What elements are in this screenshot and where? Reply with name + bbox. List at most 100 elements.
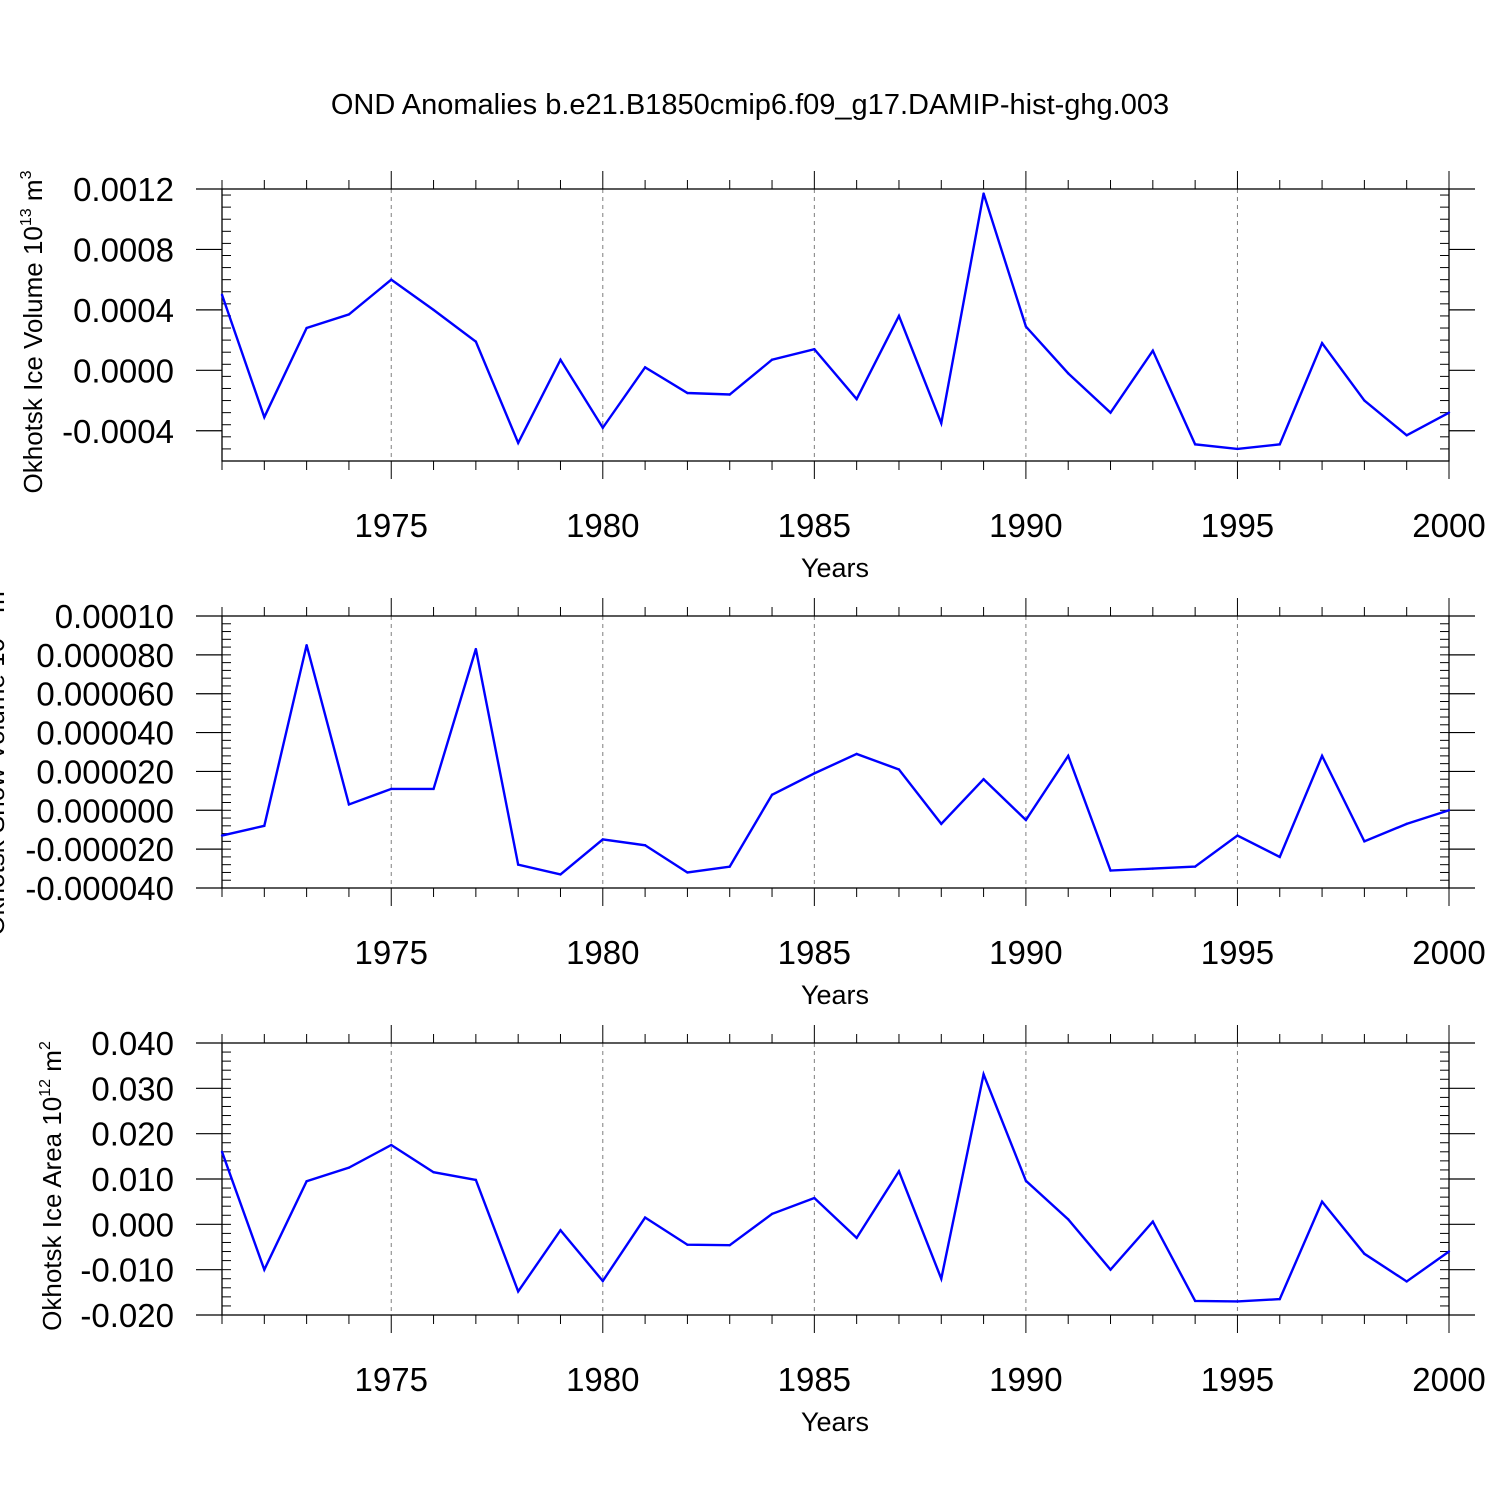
data-point [1278,443,1281,446]
series-line [220,193,1450,451]
data-point [728,393,731,396]
x-tick-label: 1985 [778,507,851,544]
series-line [220,1070,1450,1303]
data-point [770,793,774,796]
data-point [390,278,393,281]
y-tick-label: 0.000020 [36,753,174,790]
y-tick-label: 0.040 [91,1025,174,1062]
data-point [1067,754,1070,758]
data-point [940,422,943,425]
x-tick-label: 1975 [355,934,428,971]
data-point [601,1279,604,1283]
y-axis-label-unit: m [37,1050,67,1079]
x-tick-label: 2000 [1412,507,1485,544]
data-point [432,308,435,312]
panel-2: -0.000040-0.0000200.0000000.0000200.0000… [0,591,1486,1010]
chart-title: OND Anomalies b.e21.B1850cmip6.f09_g17.D… [331,89,1169,121]
data-point [1363,840,1366,843]
data-point [1405,1280,1408,1283]
y-axis-label-main: Okhotsk Ice Area 10 [37,1097,67,1331]
plot-frame [221,188,1450,462]
y-axis-label-unit-exponent: 3 [18,170,35,179]
y-tick-label: -0.0004 [62,413,174,450]
data-point [220,293,224,296]
x-tick-label: 1980 [566,1361,639,1398]
data-point [940,1277,943,1280]
data-point [474,647,478,651]
data-point [1320,341,1324,345]
data-point [1024,818,1028,822]
data-point [1447,1250,1451,1253]
data-point [263,1268,266,1271]
data-point [1024,325,1028,328]
data-point [474,340,478,343]
data-point [347,313,351,316]
x-axis-label: Years [801,1407,869,1437]
x-tick-label: 1980 [566,934,639,971]
data-point [559,1229,562,1232]
data-point [813,1196,816,1200]
data-point [390,787,393,791]
data-point [1447,411,1451,414]
data-point [1405,822,1408,826]
x-axis-label: Years [801,980,869,1010]
data-point [855,397,858,401]
chart-panels: -0.0004 0.0000 0.0004 0.0008 0.0012 1975 1980 1… [0,170,1486,1437]
plot-frame [221,615,1450,889]
data-point [1363,1252,1366,1256]
y-axis-label-main: Okhotsk Ice Volume 10 [18,226,48,493]
data-point [1236,834,1239,837]
x-tick-label: 1980 [566,507,639,544]
data-point [559,873,562,876]
data-point [1278,855,1281,859]
data-point [1320,754,1324,758]
data-point [1151,349,1155,352]
data-point [559,358,562,361]
x-tick-label: 1995 [1201,1361,1274,1398]
data-point [1278,1297,1281,1301]
data-point [601,426,604,429]
data-point [1236,1300,1239,1303]
data-point [305,1180,308,1183]
data-point [897,314,901,318]
y-tick-label: 0.020 [91,1116,174,1153]
data-point [516,1290,520,1293]
x-tick-label: 1985 [778,934,851,971]
y-tick-label: 0.000040 [36,715,174,752]
y-tick-label: 0.00010 [55,598,174,635]
x-axis-label: Years [801,553,869,583]
y-tick-label: 0.000000 [36,792,174,829]
data-point [390,1143,393,1147]
x-tick-label: 1995 [1201,507,1274,544]
data-point [813,347,816,351]
data-point [728,1243,731,1247]
data-point [305,326,308,330]
data-point [474,1178,478,1182]
data-point [1193,1299,1197,1303]
data-point [897,1170,901,1173]
data-point [686,1243,689,1246]
y-axis-label-unit-exponent: 2 [37,1041,54,1050]
x-tick-label: 1975 [355,1361,428,1398]
data-point [1067,1218,1070,1221]
data-point [1193,443,1197,446]
x-tick-label: 1995 [1201,934,1274,971]
y-tick-label: 0.030 [91,1070,174,1107]
data-point [940,822,943,826]
y-axis-label-unit: m [0,591,10,620]
data-point [770,1212,774,1216]
data-point [982,1073,985,1076]
x-tick-label: 1990 [989,1361,1062,1398]
y-tick-label: 0.000 [91,1206,174,1243]
panel-3: -0.020 -0.010 0.000 0.010 0.020 0.030 0.040 197… [37,1025,1486,1437]
data-point [432,1171,435,1174]
data-point [728,865,731,868]
data-point [1363,399,1366,402]
data-point [1193,865,1197,868]
data-point [643,1216,647,1219]
y-tick-label: -0.000040 [25,870,174,907]
y-tick-label: 0.0012 [73,171,174,208]
panel-1: -0.0004 0.0000 0.0004 0.0008 0.0012 1975 1980 1… [18,170,1486,583]
data-point [897,768,901,771]
